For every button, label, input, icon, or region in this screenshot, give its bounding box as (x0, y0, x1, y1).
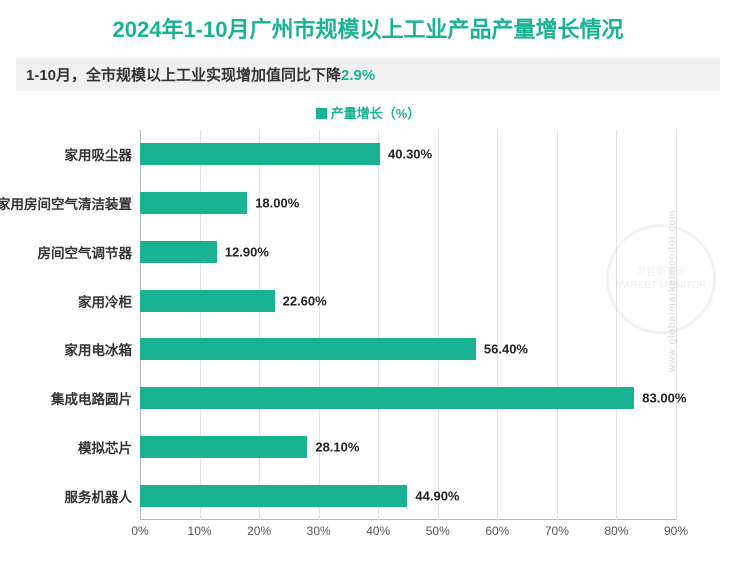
legend-swatch (316, 108, 327, 119)
category-label: 集成电路圆片 (51, 388, 140, 408)
category-label: 服务机器人 (65, 486, 141, 506)
value-label: 56.40% (476, 342, 528, 357)
bar-row: 模拟芯片28.10% (140, 423, 676, 472)
x-tick: 20% (247, 524, 271, 538)
plot-area: 家用吸尘器40.30%家用房间空气清洁装置18.00%房间空气调节器12.90%… (140, 130, 676, 520)
category-label: 家用房间空气清洁装置 (0, 193, 140, 213)
value-label: 28.10% (307, 439, 359, 454)
bar-row: 家用电冰箱56.40% (140, 325, 676, 374)
bar-row: 集成电路圆片83.00% (140, 374, 676, 423)
bar (140, 485, 407, 507)
chart-area: 家用吸尘器40.30%家用房间空气清洁装置18.00%房间空气调节器12.90%… (140, 130, 676, 550)
value-label: 12.90% (217, 244, 269, 259)
x-tick: 80% (604, 524, 628, 538)
grid-line (676, 130, 677, 520)
bar-row: 服务机器人44.90% (140, 471, 676, 520)
bar (140, 290, 275, 312)
bar (140, 387, 634, 409)
value-label: 44.90% (407, 488, 459, 503)
bar (140, 143, 380, 165)
bar (140, 241, 217, 263)
bar (140, 192, 247, 214)
category-label: 家用吸尘器 (65, 144, 141, 164)
bar (140, 338, 476, 360)
bar-row: 家用吸尘器40.30% (140, 130, 676, 179)
x-tick: 70% (545, 524, 569, 538)
x-tick: 50% (426, 524, 450, 538)
subtitle-bar: 1-10月，全市规模以上工业实现增加值同比下降2.9% (16, 58, 720, 91)
category-label: 房间空气调节器 (38, 242, 141, 262)
subtitle-prefix: 1-10月，全市规模以上工业实现增加值同比下降 (26, 67, 341, 84)
x-tick: 60% (485, 524, 509, 538)
category-label: 模拟芯片 (78, 437, 140, 457)
value-label: 83.00% (634, 391, 686, 406)
category-label: 家用电冰箱 (65, 339, 141, 359)
value-label: 40.30% (380, 147, 432, 162)
bar-row: 家用房间空气清洁装置18.00% (140, 179, 676, 228)
value-label: 22.60% (275, 293, 327, 308)
x-tick: 0% (131, 524, 148, 538)
category-label: 家用冷柜 (78, 291, 140, 311)
legend-label: 产量增长（%） (331, 106, 421, 121)
bar-row: 家用冷柜22.60% (140, 276, 676, 325)
x-tick: 90% (664, 524, 688, 538)
x-tick: 30% (307, 524, 331, 538)
bar (140, 436, 307, 458)
legend: 产量增长（%） (0, 97, 736, 130)
x-tick: 10% (188, 524, 212, 538)
chart-title: 2024年1-10月广州市规模以上工业产品产量增长情况 (0, 0, 736, 54)
value-label: 18.00% (247, 196, 299, 211)
x-tick: 40% (366, 524, 390, 538)
bar-row: 房间空气调节器12.90% (140, 228, 676, 277)
subtitle-highlight: 2.9% (341, 67, 375, 84)
